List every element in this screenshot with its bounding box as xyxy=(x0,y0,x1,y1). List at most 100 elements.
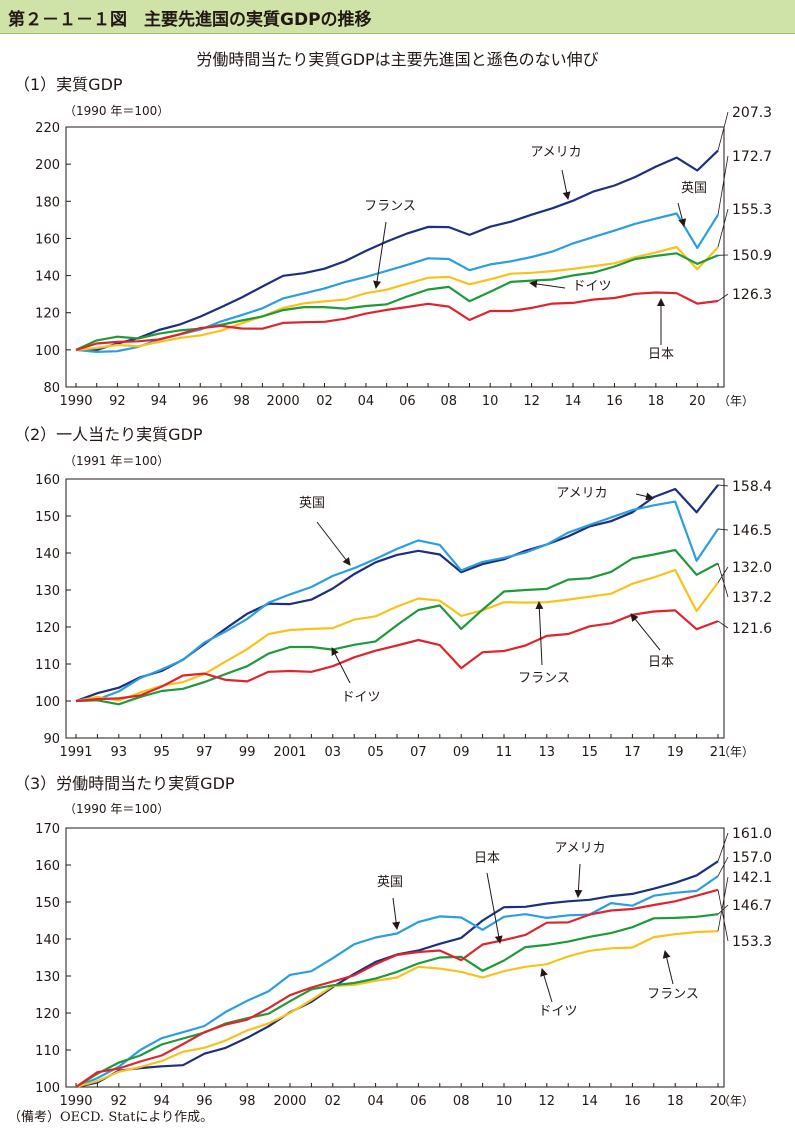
panel2-x-tick-label: 97 xyxy=(196,745,213,760)
panel1-x-tick-label: 96 xyxy=(192,394,209,409)
panel1-x-unit-label: （年） xyxy=(718,394,754,408)
panel1-series-label-uk: 英国 xyxy=(681,181,707,196)
panel2-x-tick-label: 99 xyxy=(239,745,256,760)
panel1-x-tick-label: 10 xyxy=(482,394,499,409)
panel1-x-tick-label: 04 xyxy=(358,394,375,409)
panel1-arrow-usa xyxy=(561,169,571,200)
panel2-series-label-usa: アメリカ xyxy=(556,486,607,501)
panel2-line-germany xyxy=(75,548,719,706)
panel1-y-tick-label: 100 xyxy=(35,344,60,359)
panel3-unit-label: （1990 年＝100） xyxy=(64,802,169,816)
panel1-y-tick-label: 220 xyxy=(35,121,60,136)
panel2-x-unit-label: （年） xyxy=(718,745,754,759)
panel1-x-tick-label: 2000 xyxy=(267,394,300,409)
panel1-end-label-germany: 150.9 xyxy=(732,248,772,264)
panel1-y-tick-label: 140 xyxy=(35,270,60,285)
panel2-end-label-germany: 137.2 xyxy=(732,590,772,606)
panel3-y-tick-label: 140 xyxy=(35,933,60,948)
panel1-unit-label: （1990 年＝100） xyxy=(64,104,169,118)
panel3-line-france xyxy=(75,930,719,1089)
panel3-line-germany xyxy=(75,913,719,1088)
panel3-leader-france xyxy=(717,876,729,932)
panel1-y-tick-label: 80 xyxy=(43,381,60,396)
panel3-x-tick-label: 04 xyxy=(367,1094,384,1109)
panel2-x-tick-label: 2001 xyxy=(273,745,306,760)
panel2-x-tick-label: 17 xyxy=(624,745,641,760)
panel3-line-usa xyxy=(75,860,719,1089)
panel1-x-tick-label: 06 xyxy=(399,394,416,409)
panel2-arrow-usa xyxy=(635,492,654,501)
panel2-x-tick-label: 09 xyxy=(453,745,470,760)
panel3-series-label-france: フランス xyxy=(647,987,699,1002)
panel3-leader-uk xyxy=(717,856,729,877)
panel1-end-label-france: 155.3 xyxy=(732,202,772,218)
panel2-plot-frame xyxy=(65,478,725,739)
panel2-arrow-france xyxy=(535,601,544,666)
panel1-leader-japan xyxy=(717,293,729,302)
panel3-x-tick-label: 1990 xyxy=(59,1094,92,1109)
panel3-x-tick-label: 06 xyxy=(410,1094,427,1109)
figure-header: 第２－１－１図 主要先進国の実質GDPの推移 xyxy=(0,0,795,34)
panel2-series-label-germany: ドイツ xyxy=(341,690,380,705)
panel3-x-tick-label: 02 xyxy=(325,1094,342,1109)
panel1-line-germany xyxy=(75,252,719,351)
panel2-x-tick-label: 03 xyxy=(325,745,342,760)
panel3-x-tick-label: 98 xyxy=(239,1094,256,1109)
panel3-end-label-usa: 161.0 xyxy=(732,826,772,842)
figure-subtitle: 労働時間当たり実質GDPは主要先進国と遜色のない伸び xyxy=(196,50,599,69)
panel1-x-tick-label: 02 xyxy=(316,394,333,409)
panel1-leader-uk xyxy=(717,155,729,215)
panel2-leader-uk xyxy=(717,528,729,531)
panel2-x-tick-label: 1991 xyxy=(59,745,92,760)
panel3-arrow-uk xyxy=(392,897,401,930)
panel1-end-label-japan: 126.3 xyxy=(732,287,772,303)
panel2-y-tick-label: 140 xyxy=(35,547,60,562)
panel1-y-tick-label: 160 xyxy=(35,232,60,247)
panel3-y-tick-label: 120 xyxy=(35,1007,60,1022)
panel2-y-tick-label: 150 xyxy=(35,510,60,525)
panel1-x-tick-label: 94 xyxy=(151,394,168,409)
panel3-arrow-japan xyxy=(486,872,503,944)
panel3-x-tick-label: 16 xyxy=(624,1094,641,1109)
panel3-x-tick-label: 12 xyxy=(539,1094,556,1109)
panel1-line-usa xyxy=(75,149,719,352)
panel1-series-label-france: フランス xyxy=(364,199,416,214)
panel1-x-tick-label: 92 xyxy=(109,394,126,409)
panel2-end-label-uk: 146.5 xyxy=(732,523,772,539)
panel1-series-label-germany: ドイツ xyxy=(572,279,611,294)
panel1-x-tick-label: 16 xyxy=(606,394,623,409)
panel3-end-label-uk: 157.0 xyxy=(732,850,772,866)
panel1-y-tick-label: 120 xyxy=(35,307,60,322)
panel3-arrow-france xyxy=(662,950,674,985)
panel3-series-label-usa: アメリカ xyxy=(554,841,605,856)
panel1-leader-usa xyxy=(717,111,729,151)
panel2-y-tick-label: 120 xyxy=(35,621,60,636)
panel2-x-tick-label: 21 xyxy=(710,745,727,760)
panel1-title: （1）実質GDP xyxy=(14,75,123,94)
panel3-end-label-france: 142.1 xyxy=(732,870,772,886)
panel3-x-tick-label: 18 xyxy=(667,1094,684,1109)
figure-title: 第２－１－１図 主要先進国の実質GDPの推移 xyxy=(8,10,372,30)
panel2-leader-japan xyxy=(717,620,729,629)
panel2-y-tick-label: 90 xyxy=(43,732,60,747)
panel3-y-tick-label: 160 xyxy=(35,859,60,874)
source-note: （備考）OECD. Statにより作成。 xyxy=(8,1110,214,1125)
panel2-line-usa xyxy=(75,484,719,703)
panel3-arrow-usa xyxy=(574,863,583,898)
panel1-x-tick-label: 08 xyxy=(441,394,458,409)
panel3-series-label-uk: 英国 xyxy=(377,875,403,890)
panel3-x-tick-label: 20 xyxy=(710,1094,727,1109)
panel2-x-tick-label: 15 xyxy=(581,745,598,760)
panel2-line-japan xyxy=(75,609,719,703)
panel2-x-tick-label: 11 xyxy=(496,745,513,760)
panel1-x-tick-label: 14 xyxy=(565,394,582,409)
panel2-arrow-japan xyxy=(630,613,661,651)
panel2-x-tick-label: 13 xyxy=(539,745,556,760)
panel2-end-label-japan: 121.6 xyxy=(732,621,772,637)
panel3-title: （3）労働時間当たり実質GDP xyxy=(14,774,235,793)
panel1-arrow-uk xyxy=(677,202,687,227)
panel3-x-tick-label: 2000 xyxy=(273,1094,306,1109)
panel1-y-tick-label: 200 xyxy=(35,158,60,173)
panel2-leader-usa xyxy=(717,484,729,487)
panel3-leader-usa xyxy=(717,832,729,862)
